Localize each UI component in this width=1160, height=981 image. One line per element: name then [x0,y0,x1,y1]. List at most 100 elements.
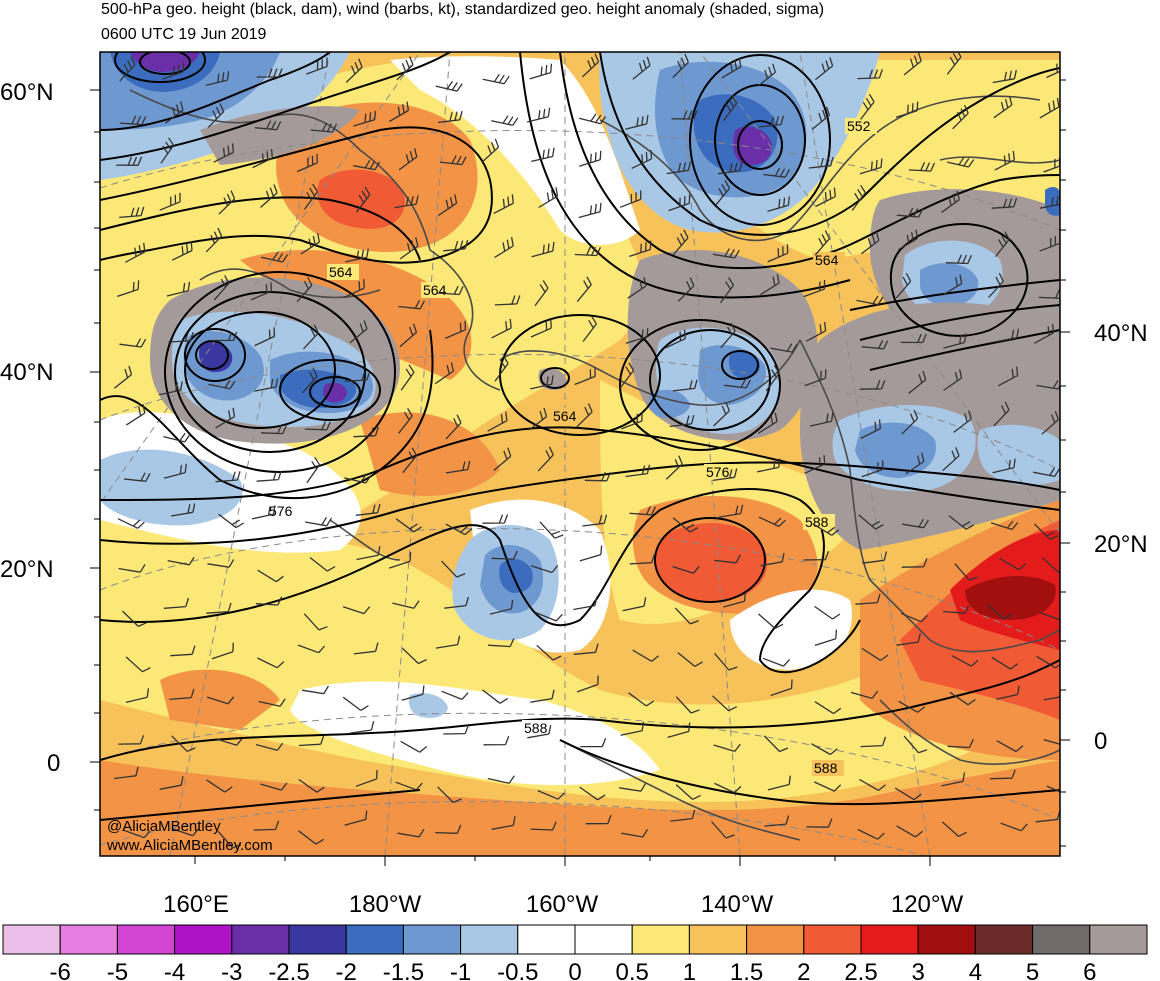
wind-barb [898,700,926,713]
contour-label: 576 [706,464,730,480]
wind-barb [171,827,200,837]
wind-barb [942,447,960,472]
wind-barb [619,362,635,389]
wind-barb [1039,195,1060,209]
colorbar-tick-label: 3 [912,959,925,981]
wind-barb [812,523,840,536]
wind-barb [353,642,379,655]
wind-barb [251,505,276,520]
wind-barb [814,605,841,620]
wind-barb [388,101,410,123]
wind-barb [1039,97,1060,119]
wind-barb [494,236,514,259]
wind-barb [435,81,463,92]
wind-barb [304,421,331,431]
wind-barb [814,57,834,81]
wind-barb [494,295,521,306]
wind-barb [257,657,285,669]
wind-barb [257,569,284,583]
wind-barb [164,101,184,124]
wind-barb [256,68,283,78]
wind-barb [625,114,649,130]
wind-barb [123,829,151,839]
wind-barb [670,809,696,822]
wind-barb [861,231,880,255]
wind-barb [160,137,175,164]
wind-barb [579,150,602,167]
wind-barb [996,685,1020,700]
wind-barb [444,320,467,339]
map-panel: 552 564 564 564 564 576 576 588 588 588 … [100,52,1060,856]
wind-barb [573,596,598,611]
wind-barb [482,514,509,524]
wind-barb [255,742,284,751]
wind-barbs [113,52,1060,849]
wind-barb [576,276,592,303]
wind-barb [713,743,741,753]
wind-barb [483,735,510,746]
wind-barb [1038,289,1060,299]
wind-barb [118,564,146,573]
wind-barb [625,327,649,344]
wind-barb [345,58,363,83]
wind-barb [813,781,842,792]
contour-label: 588 [805,514,829,530]
wind-barb [119,338,147,348]
wind-barb [953,410,972,433]
wind-barb [714,782,742,794]
wind-barb [482,689,508,704]
wind-barb [668,194,691,212]
wind-barb [621,411,643,430]
wind-barb [117,518,145,529]
wind-barb [171,241,193,261]
wind-barb [952,104,969,130]
wind-barb [901,409,919,435]
wind-barb [582,315,597,342]
wind-barb [119,56,136,82]
wind-barb [815,187,836,208]
wind-barb [677,651,703,667]
wind-barb [344,474,372,484]
wind-barb [349,320,368,344]
wind-barb [168,331,194,343]
wind-barb [674,607,699,625]
wind-barb [355,503,381,516]
wind-barb [575,403,593,428]
wind-barb [392,600,420,609]
wind-barb [207,559,235,568]
wind-barb [672,517,699,533]
map-title: 500-hPa geo. height (black, dam), wind (… [101,1,825,18]
lat-label: 40°N [1094,320,1148,347]
wind-barb [901,518,929,529]
wind-barb [435,824,462,834]
wind-barb [526,107,551,123]
colorbar-tick-label: 1 [683,959,696,981]
wind-barb [764,815,790,827]
wind-barb [344,371,371,382]
wind-barb [900,333,927,344]
colorbar-swatch [1032,924,1091,955]
wind-barb [159,192,181,211]
wind-barb [206,602,232,614]
wind-barb [122,610,147,627]
wind-barb [903,735,928,754]
wind-barb [345,248,369,263]
wind-barb [434,362,455,385]
colorbar-swatch [574,924,633,955]
wind-barb [1046,63,1060,79]
wind-barb [584,472,611,482]
wind-barb [445,460,471,474]
lat-label: 0 [1094,728,1107,755]
wind-barb [760,273,780,296]
wind-barb [205,71,230,86]
wind-barb [757,412,778,434]
wind-barb [117,280,140,298]
wind-barb [669,414,695,428]
wind-barb [300,233,321,255]
lat-label: 60°N [0,79,54,106]
wind-barb [721,57,742,79]
wind-barb [770,679,793,697]
wind-barb [487,411,508,432]
wind-barb [585,814,612,825]
lat-label: 20°N [0,556,54,583]
